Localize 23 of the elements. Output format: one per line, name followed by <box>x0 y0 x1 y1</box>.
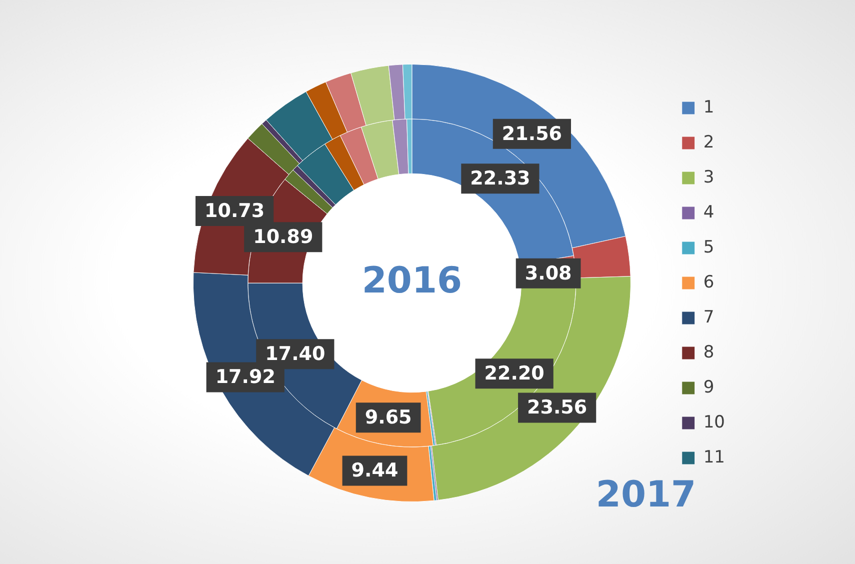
legend-label: 2 <box>703 132 714 152</box>
data-label: 10.89 <box>253 226 314 248</box>
legend-label: 10 <box>703 412 726 432</box>
data-label: 10.73 <box>204 200 265 222</box>
data-label: 9.44 <box>351 460 398 482</box>
data-label: 17.40 <box>265 343 326 366</box>
slice-label: 2017 <box>596 474 696 516</box>
data-label: 17.92 <box>215 366 276 388</box>
legend-label: 8 <box>703 342 714 362</box>
legend-label: 11 <box>703 447 726 468</box>
legend-label: 4 <box>703 202 714 222</box>
legend-label: 7 <box>703 307 714 328</box>
data-label: 9.65 <box>364 406 412 429</box>
legend-label: 6 <box>703 272 714 292</box>
legend-label: 3 <box>703 167 714 188</box>
legend-label: 9 <box>703 377 714 398</box>
legend-label: 5 <box>703 237 714 258</box>
data-label: 23.56 <box>527 396 588 419</box>
legend-label: 1 <box>703 97 714 118</box>
data-label: 21.56 <box>502 122 562 145</box>
slice-label: 2016 <box>362 260 462 302</box>
data-label: 22.33 <box>470 168 530 190</box>
data-label: 22.20 <box>484 362 544 385</box>
